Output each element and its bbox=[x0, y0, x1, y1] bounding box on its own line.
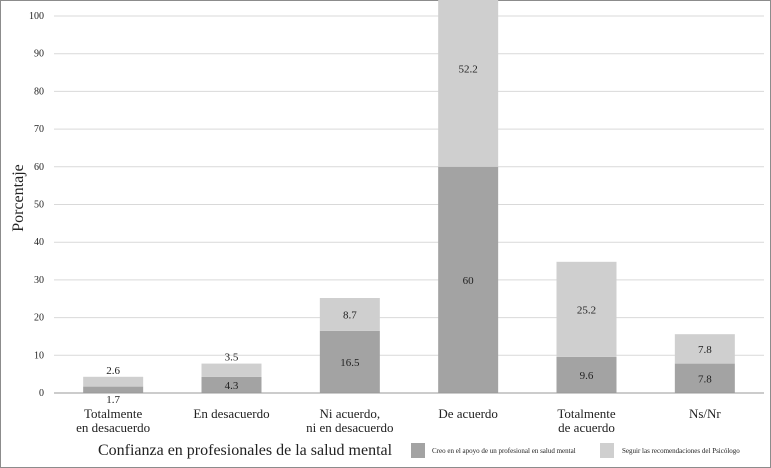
x-axis-label: Confianza en profesionales de la salud m… bbox=[98, 442, 393, 459]
x-tick-label: De acuerdo bbox=[438, 406, 498, 421]
y-axis-label: Porcentaje bbox=[10, 164, 27, 232]
bar-segment-1 bbox=[319, 330, 380, 393]
bar-segment-2 bbox=[201, 363, 262, 377]
y-tick-label: 60 bbox=[34, 162, 44, 173]
y-tick-label: 20 bbox=[34, 313, 44, 324]
data-label: 9.6 bbox=[580, 370, 594, 382]
bar-segment-2 bbox=[674, 334, 735, 364]
x-tick-label: de acuerdo bbox=[558, 420, 615, 435]
y-tick-label: 90 bbox=[34, 49, 44, 60]
bar-segment-1 bbox=[83, 386, 144, 393]
y-tick-label: 80 bbox=[34, 86, 44, 97]
x-tick-label: en desacuerdo bbox=[76, 420, 150, 435]
bar-segment-1 bbox=[201, 376, 262, 393]
legend-label-series-1: Creo en el apoyo de un profesional en sa… bbox=[432, 447, 576, 455]
bar-segment-1 bbox=[556, 356, 617, 393]
y-tick-label: 30 bbox=[34, 275, 44, 286]
data-label: 25.2 bbox=[577, 304, 596, 316]
data-label: 1.7 bbox=[106, 394, 120, 406]
data-label: 7.8 bbox=[698, 344, 712, 356]
x-tick-label: Ni acuerdo, bbox=[320, 406, 381, 421]
bar-segment-1 bbox=[674, 363, 735, 393]
data-label: 60 bbox=[463, 275, 475, 287]
data-label: 52.2 bbox=[459, 63, 478, 75]
bar-segment-2 bbox=[319, 297, 380, 331]
x-tick-label: Totalmente bbox=[557, 406, 616, 421]
x-tick-label: ni en desacuerdo bbox=[306, 420, 393, 435]
bar-segment-2 bbox=[83, 376, 144, 387]
bar-segment-2 bbox=[556, 261, 617, 357]
data-label: 8.7 bbox=[343, 309, 357, 321]
x-tick-label: Ns/Nr bbox=[689, 406, 721, 421]
legend: Creo en el apoyo de un profesional en sa… bbox=[411, 443, 740, 458]
x-tick-label: En desacuerdo bbox=[193, 406, 269, 421]
bar-segment-1 bbox=[438, 166, 499, 393]
data-label: 3.5 bbox=[225, 352, 239, 364]
data-labels: 1.7 2.6 4.3 3.5 16.5 8.7 60 52.2 9.6 25.2 7.8 7.8 bbox=[106, 63, 712, 406]
gridlines bbox=[54, 15, 764, 356]
data-label: 16.5 bbox=[340, 357, 360, 369]
y-tick-label: 10 bbox=[34, 350, 44, 361]
bar-segment-2 bbox=[438, 0, 499, 167]
legend-swatch-series-1 bbox=[411, 443, 425, 458]
y-tick-label: 50 bbox=[34, 200, 44, 211]
data-label: 2.6 bbox=[106, 365, 120, 377]
bars bbox=[83, 0, 735, 393]
data-label: 4.3 bbox=[225, 380, 239, 392]
y-tick-label: 70 bbox=[34, 124, 44, 135]
legend-swatch-series-2 bbox=[600, 443, 614, 458]
legend-label-series-2: Seguir las recomendaciones del Psicólogo bbox=[622, 447, 740, 455]
y-tick-label: 0 bbox=[39, 388, 44, 399]
y-tick-label: 40 bbox=[34, 237, 44, 248]
data-label: 7.8 bbox=[698, 373, 712, 385]
y-tick-label: 100 bbox=[29, 11, 44, 22]
x-tick-label: Totalmente bbox=[84, 406, 143, 421]
